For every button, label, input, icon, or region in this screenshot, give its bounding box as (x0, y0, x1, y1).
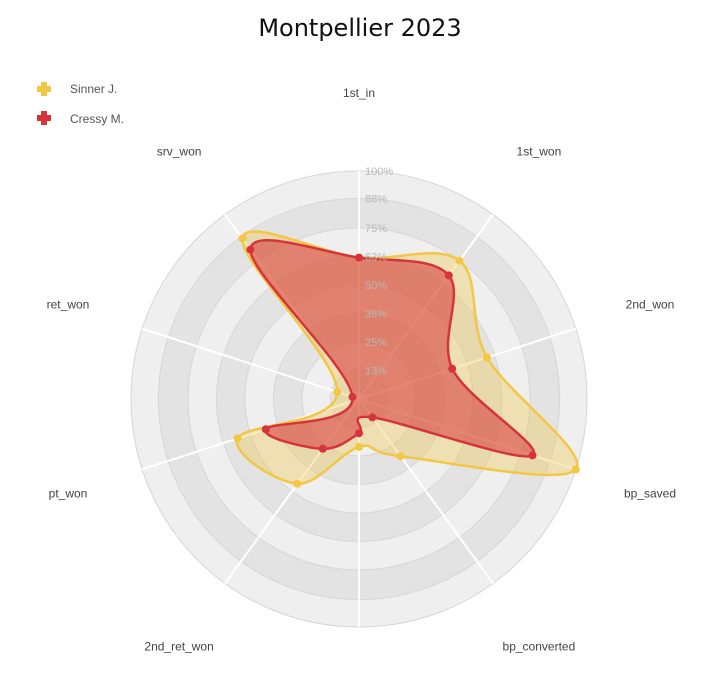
legend-label-sinner: Sinner J. (70, 82, 117, 96)
data-point-cressy-m-bp-saved[interactable] (528, 451, 537, 460)
tick-label: 75% (365, 223, 387, 235)
data-point-cressy-m-ret-won[interactable] (348, 392, 357, 401)
data-point-cressy-m-bp-converted[interactable] (368, 413, 377, 422)
axis-label-ret-won: ret_won (47, 297, 90, 311)
chart-title: Montpellier 2023 (258, 14, 461, 42)
data-point-sinner-j-1st-won[interactable] (455, 256, 464, 265)
legend-item-cressy[interactable]: Cressy M. (37, 111, 124, 126)
radar-series (233, 230, 580, 488)
axis-label-1st-won: 1st_won (517, 144, 562, 158)
legend: Sinner J. Cressy M. (37, 82, 124, 126)
axis-labels: 1st_in 1st_won 2nd_won bp_saved bp_converted… (47, 86, 676, 699)
axis-label-bp-converted: bp_converted (503, 640, 576, 654)
tick-label: 63% (365, 252, 387, 264)
data-point-sinner-j-ret-won[interactable] (333, 388, 342, 396)
axis-label-pt-won: pt_won (49, 487, 88, 501)
axis-label-1st-in: 1st_in (343, 86, 375, 100)
axis-label-srv-won: srv_won (157, 144, 202, 158)
tick-label: 88% (365, 193, 387, 205)
axis-spoke (141, 327, 360, 400)
axis-label-2nd-ret-won: 2nd_ret_won (144, 640, 213, 654)
tick-label: 100% (365, 166, 393, 178)
data-point-sinner-j-pt-won[interactable] (233, 434, 242, 443)
axis-label-bp-saved: bp_saved (624, 487, 676, 501)
data-point-cressy-m-1st-ret-won[interactable] (355, 429, 363, 438)
data-point-cressy-m-2nd-won[interactable] (448, 364, 457, 373)
tick-label: 38% (365, 309, 387, 321)
data-point-sinner-j-1st-ret-won[interactable] (355, 442, 363, 451)
tick-label: 25% (365, 337, 387, 349)
data-point-sinner-j-2nd-ret-won[interactable] (293, 479, 302, 488)
legend-cross-icon-sinner (37, 82, 51, 96)
axis-spoke (358, 398, 494, 585)
data-point-cressy-m-pt-won[interactable] (261, 425, 270, 434)
radial-ticks: 13% 25% 38% 50% 63% 75% 88% 100% (365, 166, 393, 378)
tick-label: 13% (365, 366, 387, 378)
data-point-sinner-j-bp-converted[interactable] (396, 452, 405, 461)
data-point-cressy-m-2nd-ret-won[interactable] (318, 444, 327, 453)
data-point-sinner-j-srv-won[interactable] (238, 234, 247, 243)
data-point-cressy-m-1st-in[interactable] (355, 253, 363, 262)
data-point-sinner-j-bp-saved[interactable] (571, 465, 580, 474)
data-point-cressy-m-srv-won[interactable] (246, 245, 255, 254)
legend-cross-icon-cressy (37, 111, 51, 125)
tick-label: 50% (365, 280, 387, 292)
legend-item-sinner[interactable]: Sinner J. (37, 82, 117, 96)
data-point-sinner-j-2nd-won[interactable] (482, 353, 491, 362)
legend-label-cressy: Cressy M. (70, 112, 124, 126)
axis-label-2nd-won: 2nd_won (626, 297, 675, 311)
data-point-cressy-m-1st-won[interactable] (444, 271, 453, 280)
